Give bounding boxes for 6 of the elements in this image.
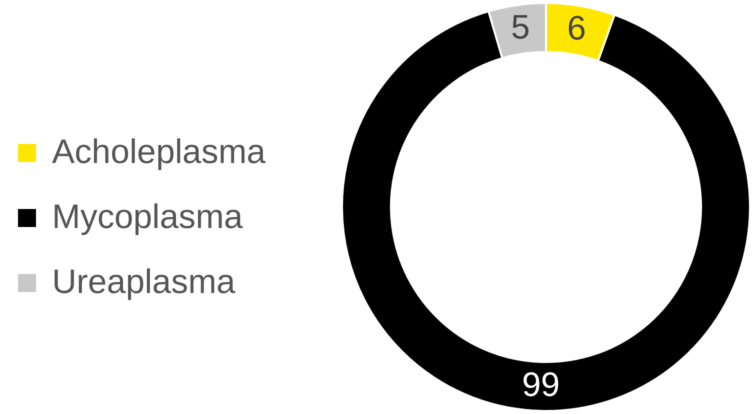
data-label: 99 bbox=[522, 366, 560, 404]
data-label: 6 bbox=[567, 9, 586, 48]
legend-label: Acholeplasma bbox=[52, 133, 266, 172]
legend-label: Mycoplasma bbox=[52, 198, 243, 237]
data-label: 5 bbox=[510, 8, 530, 47]
legend-label: Ureaplasma bbox=[52, 263, 236, 302]
